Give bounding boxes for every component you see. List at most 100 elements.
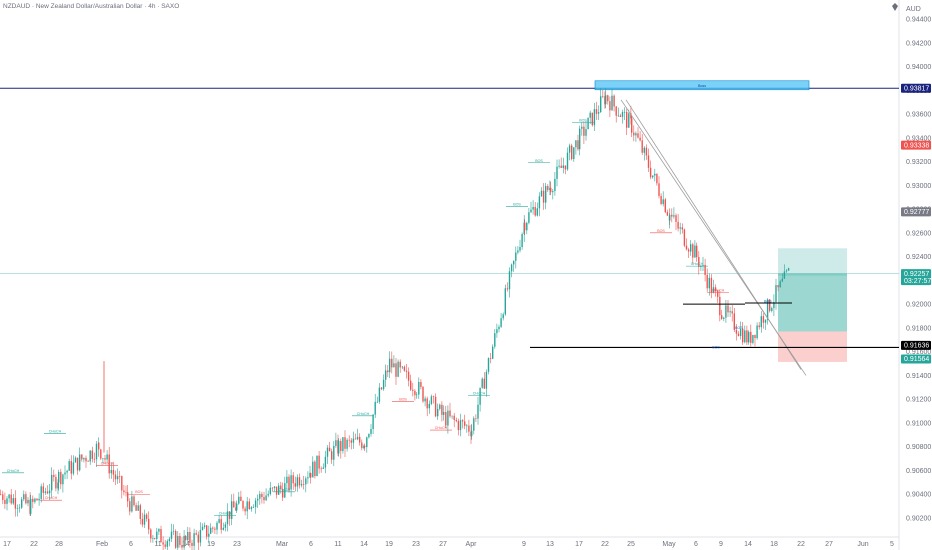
candle-body — [407, 371, 410, 381]
candle-body — [340, 441, 342, 451]
candle-body — [631, 118, 633, 133]
candle-body — [545, 186, 547, 203]
candle-body — [352, 438, 355, 443]
candle-body — [290, 475, 292, 490]
candle-body — [361, 442, 363, 449]
candle-body — [735, 329, 738, 334]
candle-body — [267, 493, 269, 496]
candle-body — [604, 96, 606, 105]
candle-body — [300, 484, 303, 486]
candle-body — [18, 507, 21, 509]
candle-body — [60, 471, 62, 485]
candle-body — [562, 165, 564, 168]
candle-body — [331, 451, 333, 460]
candle-body — [322, 467, 324, 469]
x-tick-label: 19 — [385, 541, 393, 548]
x-tick-label: 17 — [575, 541, 583, 548]
structure-label: BOS — [657, 229, 665, 233]
candle-body — [172, 530, 175, 532]
candle-body — [453, 415, 455, 420]
candle-body — [494, 333, 496, 347]
candle-body — [154, 538, 156, 540]
price-tag-value: 0.91564 — [904, 356, 929, 363]
y-tick-label: 0.93600 — [906, 112, 931, 119]
candle-body — [23, 494, 25, 500]
candle-body — [46, 491, 49, 494]
y-tick-label: 0.90800 — [906, 444, 931, 451]
candle-body — [333, 445, 335, 460]
candle-body — [168, 538, 171, 542]
candle-body — [8, 494, 10, 499]
candle-body — [199, 529, 202, 543]
candle-body — [89, 450, 91, 462]
candle-body — [571, 145, 573, 160]
structure-label: BOS — [399, 398, 407, 402]
x-tick-label: Jun — [857, 541, 868, 548]
candle-body — [652, 175, 654, 178]
x-tick-label: 23 — [412, 541, 420, 548]
target-zone[interactable] — [778, 248, 847, 276]
candle-body — [220, 519, 222, 530]
candle-body — [483, 378, 485, 389]
stop-zone[interactable] — [778, 331, 847, 362]
candle-body — [681, 227, 683, 230]
boss-zone[interactable] — [594, 80, 810, 91]
candle-body — [170, 531, 173, 539]
candle-body — [589, 112, 591, 118]
candle-body — [32, 498, 34, 502]
candle-body — [6, 498, 8, 504]
candle-body — [127, 492, 129, 502]
candle-body — [430, 396, 433, 404]
candle-body — [746, 330, 748, 343]
candle-body — [98, 442, 100, 450]
candle-body — [439, 404, 441, 409]
y-tick-label: 0.94400 — [906, 17, 931, 24]
candle-body — [307, 477, 309, 479]
settings-icon[interactable] — [891, 3, 899, 11]
structure-label: CHoCH — [691, 262, 704, 266]
candle-body — [775, 285, 777, 303]
candle-body — [777, 285, 779, 288]
price-tag-level-red — [901, 140, 931, 150]
trendline-lower[interactable] — [625, 99, 802, 370]
candle-body — [492, 346, 494, 359]
candle-body — [526, 222, 528, 231]
candle-body — [145, 514, 148, 519]
candle-body — [181, 544, 183, 548]
candle-body — [723, 317, 725, 319]
candle-body — [72, 462, 75, 474]
candle-body — [150, 529, 152, 539]
y-tick-label: 0.91800 — [906, 325, 931, 332]
candle-body — [143, 514, 146, 525]
candle-body — [4, 499, 6, 504]
x-tick-label: 5 — [890, 541, 894, 548]
x-tick-label: 6 — [129, 541, 133, 548]
candle-body — [30, 498, 32, 514]
candle-body — [639, 137, 641, 141]
candle-body — [70, 461, 72, 474]
candle-body — [389, 358, 391, 373]
candle-body — [662, 199, 664, 205]
candle-body — [305, 478, 307, 485]
candle-body — [710, 277, 713, 293]
candle-body — [647, 155, 650, 168]
candle-body — [473, 418, 475, 431]
candle-body — [464, 421, 466, 426]
time-axis[interactable]: 17 22 28 Feb 6 11 14 19 23 Mar 6 11 14 19 23 27 Apr 9 13 17… — [3, 541, 894, 548]
candle-body — [201, 526, 204, 530]
candle-body — [269, 487, 271, 494]
candle-body — [119, 476, 121, 477]
candle-body — [566, 152, 569, 170]
candle-body — [282, 489, 284, 498]
candle-body — [224, 524, 227, 528]
x-tick-label: 23 — [233, 541, 241, 548]
candle-body — [700, 265, 702, 267]
candle-body — [455, 419, 457, 422]
candle-body — [502, 314, 504, 319]
candle-body — [568, 145, 571, 153]
candle-body — [51, 474, 53, 491]
structure-label: CHoCH — [101, 462, 114, 466]
x-tick-label: 28 — [55, 541, 63, 548]
candle-body — [547, 186, 549, 191]
